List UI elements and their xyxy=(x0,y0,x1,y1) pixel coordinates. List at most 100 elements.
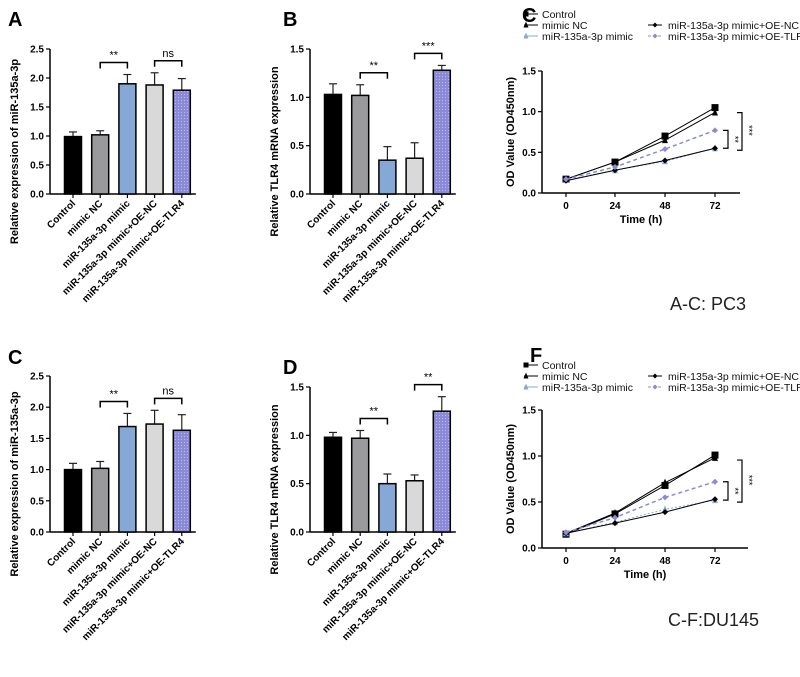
bar xyxy=(172,429,192,533)
legend-label: miR-135a-3p mimic+OE-NC xyxy=(668,20,799,32)
marker-square xyxy=(523,362,529,368)
bar xyxy=(90,467,110,533)
y-tick-label: 1.0 xyxy=(522,107,536,118)
significance-bracket xyxy=(153,397,183,405)
bar xyxy=(378,482,397,533)
marker-diamond xyxy=(652,22,658,28)
significance-label: *** xyxy=(744,475,754,486)
significance-label: ** xyxy=(730,487,740,495)
y-tick-label: 1.5 xyxy=(290,383,304,394)
legend-label: mimic NC xyxy=(542,371,588,383)
y-tick-label: 1.5 xyxy=(290,45,304,56)
legend-label: mimic NC xyxy=(542,20,588,32)
y-tick-label: 0.5 xyxy=(30,496,44,507)
significance-label: ** xyxy=(424,372,433,384)
series-line xyxy=(565,481,716,534)
significance-bracket xyxy=(359,417,389,425)
marker-triangle xyxy=(662,505,668,513)
y-tick-label: 1.0 xyxy=(290,431,304,442)
marker-diamond xyxy=(652,33,658,39)
significance-bracket xyxy=(723,129,729,149)
marker-diamond xyxy=(662,157,668,164)
x-tick-label: 72 xyxy=(709,556,721,567)
significance-label: ns xyxy=(162,385,174,397)
marker-diamond xyxy=(712,496,718,503)
series-line xyxy=(565,107,716,180)
marker-diamond xyxy=(652,384,658,390)
y-tick-label: 0.0 xyxy=(522,189,536,200)
marker-triangle xyxy=(612,509,618,517)
marker-diamond xyxy=(712,478,718,485)
x-tick-label: 72 xyxy=(709,201,721,212)
marker-diamond xyxy=(612,167,618,174)
marker-diamond xyxy=(662,146,668,153)
significance-bracket xyxy=(413,52,443,60)
significance-label: ** xyxy=(370,60,379,72)
series-line xyxy=(565,454,716,535)
bar xyxy=(63,135,83,195)
panel-label: D xyxy=(283,357,297,379)
significance-bracket xyxy=(153,60,183,67)
x-axis-label: Time (h) xyxy=(624,569,667,581)
x-tick-label: 24 xyxy=(609,201,621,212)
bar xyxy=(172,89,192,195)
significance-bracket xyxy=(359,72,389,79)
bar xyxy=(118,425,137,533)
panel-label: F xyxy=(530,345,542,367)
y-axis-label: Relative expression of miR-135a-3p xyxy=(9,391,21,577)
marker-triangle xyxy=(612,158,618,166)
marker-diamond xyxy=(662,494,668,501)
bar xyxy=(323,436,343,533)
legend-label: Control xyxy=(542,360,576,372)
marker-triangle xyxy=(523,21,529,28)
y-tick-label: 2.0 xyxy=(30,74,44,85)
series-line xyxy=(565,112,716,180)
legend-label: miR-135a-3p mimic+OE-NC xyxy=(668,371,799,383)
y-axis-label: OD Value (OD450nm) xyxy=(505,424,517,534)
y-tick-label: 1.0 xyxy=(290,93,304,104)
x-tick-label: 48 xyxy=(659,556,671,567)
marker-diamond xyxy=(563,176,569,183)
y-tick-label: 1.5 xyxy=(30,434,44,445)
panel-label: B xyxy=(283,9,297,31)
marker-triangle xyxy=(523,372,529,379)
marker-diamond xyxy=(712,145,718,152)
caption-du145: C-F:DU145 xyxy=(668,610,759,630)
legend-label: miR-135a-3p mimic xyxy=(542,31,633,43)
marker-square xyxy=(661,132,669,140)
legend-label: miR-135a-3p mimic xyxy=(542,382,633,394)
marker-triangle xyxy=(523,383,529,390)
significance-label: ** xyxy=(110,50,119,62)
y-tick-label: 1.5 xyxy=(30,103,44,114)
bar xyxy=(432,410,452,533)
marker-diamond xyxy=(612,514,618,521)
significance-bracket xyxy=(413,383,443,391)
bar xyxy=(405,480,424,533)
caption-pc3: A-C: PC3 xyxy=(670,294,746,314)
x-axis-label: Time (h) xyxy=(620,214,663,226)
bar xyxy=(118,83,137,195)
significance-label: ns xyxy=(162,48,174,60)
bar xyxy=(432,69,452,195)
series-line xyxy=(565,457,716,534)
panel-label: A xyxy=(8,9,22,31)
y-tick-label: 0.5 xyxy=(522,148,536,159)
y-axis-label: Relative TLR4 mRNA expression xyxy=(269,404,281,574)
y-tick-label: 0.5 xyxy=(290,141,304,152)
marker-diamond xyxy=(662,509,668,516)
y-tick-label: 0.5 xyxy=(522,498,536,509)
y-tick-label: 0.0 xyxy=(30,528,44,539)
bar xyxy=(63,468,83,533)
marker-diamond xyxy=(612,520,618,527)
y-tick-label: 0.5 xyxy=(30,161,44,172)
marker-diamond xyxy=(712,127,718,134)
x-tick-label: 24 xyxy=(609,556,621,567)
x-tick-label: 0 xyxy=(563,201,569,212)
bar xyxy=(145,423,164,533)
y-tick-label: 1.0 xyxy=(30,465,44,476)
bar xyxy=(145,84,164,195)
x-tick-label: 48 xyxy=(659,201,671,212)
marker-triangle xyxy=(712,453,718,461)
y-tick-label: 0.0 xyxy=(522,544,536,555)
